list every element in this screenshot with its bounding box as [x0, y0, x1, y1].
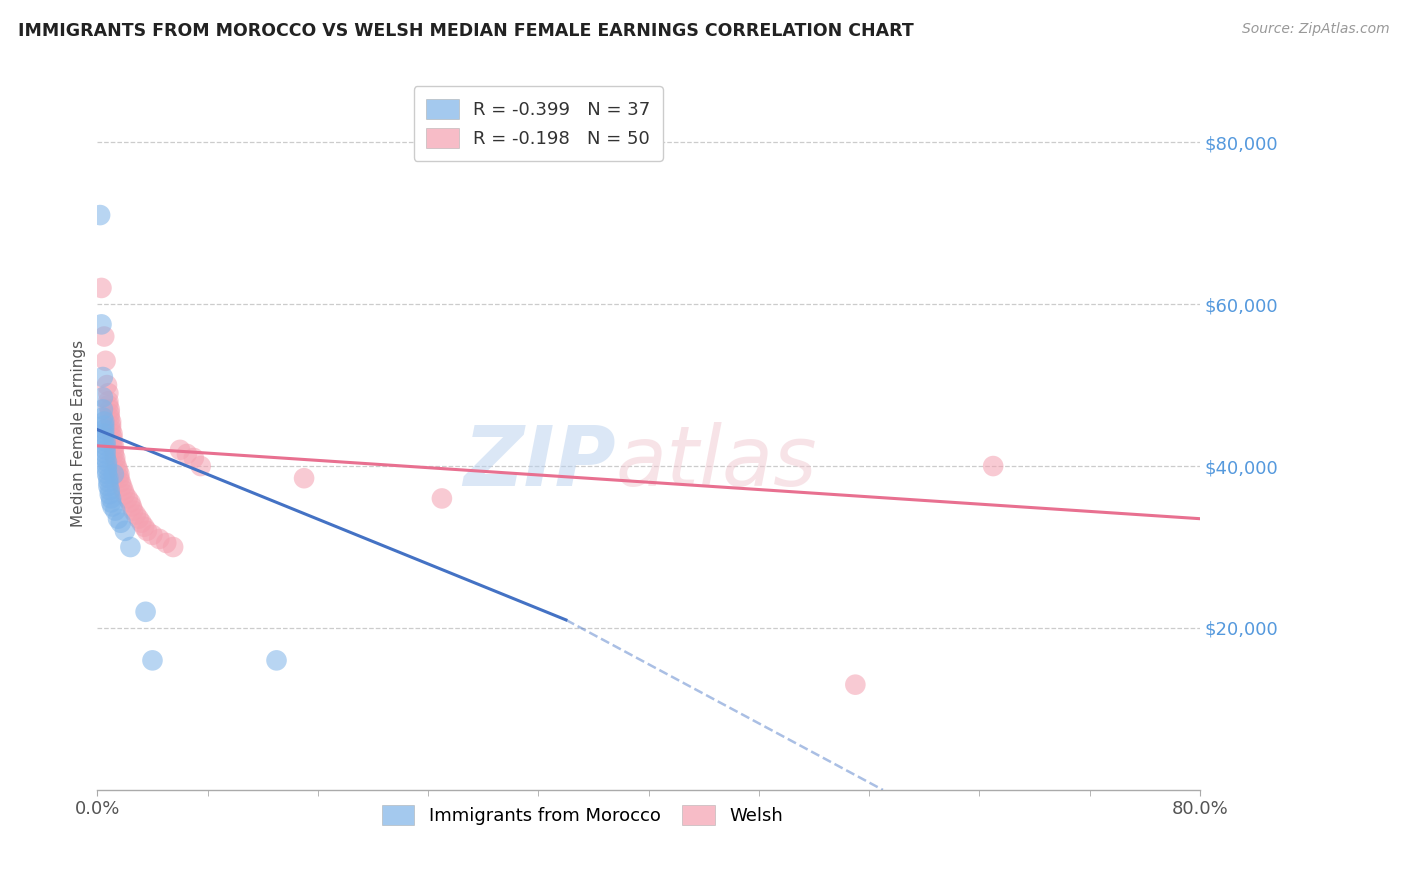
- Point: [97, 475, 120, 490]
- Point: [100, 495, 122, 509]
- Text: Source: ZipAtlas.com: Source: ZipAtlas.com: [1241, 22, 1389, 37]
- Point: [89, 208, 111, 222]
- Point: [114, 524, 136, 538]
- Point: [108, 467, 131, 482]
- Point: [98, 402, 121, 417]
- Point: [103, 442, 125, 457]
- Point: [111, 479, 134, 493]
- Point: [104, 455, 127, 469]
- Point: [96, 467, 118, 482]
- Point: [183, 450, 205, 465]
- Point: [101, 434, 124, 449]
- Point: [97, 386, 120, 401]
- Point: [93, 423, 115, 437]
- Point: [103, 467, 125, 482]
- Point: [100, 423, 122, 437]
- Point: [981, 458, 1004, 473]
- Point: [121, 500, 143, 514]
- Point: [120, 540, 142, 554]
- Point: [98, 406, 121, 420]
- Point: [97, 394, 120, 409]
- Point: [100, 491, 122, 506]
- Point: [110, 516, 132, 530]
- Text: atlas: atlas: [616, 422, 817, 503]
- Point: [98, 483, 121, 498]
- Point: [101, 431, 124, 445]
- Point: [176, 447, 198, 461]
- Y-axis label: Median Female Earnings: Median Female Earnings: [72, 340, 86, 527]
- Point: [97, 398, 120, 412]
- Point: [94, 447, 117, 461]
- Point: [96, 455, 118, 469]
- Point: [110, 475, 132, 490]
- Point: [97, 479, 120, 493]
- Point: [94, 353, 117, 368]
- Legend: Immigrants from Morocco, Welsh: Immigrants from Morocco, Welsh: [373, 797, 792, 834]
- Point: [101, 426, 124, 441]
- Point: [100, 418, 122, 433]
- Point: [112, 483, 135, 498]
- Point: [190, 458, 212, 473]
- Point: [94, 434, 117, 449]
- Point: [136, 524, 159, 538]
- Point: [141, 653, 163, 667]
- Point: [91, 390, 114, 404]
- Point: [134, 520, 156, 534]
- Point: [101, 500, 124, 514]
- Point: [93, 415, 115, 429]
- Point: [105, 458, 128, 473]
- Point: [135, 605, 157, 619]
- Point: [93, 329, 115, 343]
- Point: [93, 418, 115, 433]
- Point: [148, 532, 170, 546]
- Point: [117, 491, 139, 506]
- Point: [93, 426, 115, 441]
- Point: [107, 463, 129, 477]
- Point: [128, 511, 150, 525]
- Point: [91, 410, 114, 425]
- Point: [103, 447, 125, 461]
- Point: [90, 318, 112, 332]
- Point: [103, 439, 125, 453]
- Text: IMMIGRANTS FROM MOROCCO VS WELSH MEDIAN FEMALE EARNINGS CORRELATION CHART: IMMIGRANTS FROM MOROCCO VS WELSH MEDIAN …: [18, 22, 914, 40]
- Point: [98, 487, 121, 501]
- Point: [162, 540, 184, 554]
- Point: [155, 536, 177, 550]
- Point: [91, 370, 114, 384]
- Point: [91, 402, 114, 417]
- Point: [94, 439, 117, 453]
- Point: [98, 410, 121, 425]
- Point: [100, 415, 122, 429]
- Point: [108, 471, 131, 485]
- Point: [96, 458, 118, 473]
- Point: [292, 471, 315, 485]
- Point: [107, 511, 129, 525]
- Point: [93, 431, 115, 445]
- Point: [114, 487, 136, 501]
- Point: [104, 503, 127, 517]
- Point: [266, 653, 288, 667]
- Point: [96, 378, 118, 392]
- Point: [96, 463, 118, 477]
- Point: [430, 491, 453, 506]
- Point: [141, 528, 163, 542]
- Point: [90, 281, 112, 295]
- Point: [97, 471, 120, 485]
- Text: ZIP: ZIP: [463, 422, 616, 503]
- Point: [94, 442, 117, 457]
- Point: [94, 450, 117, 465]
- Point: [125, 508, 148, 522]
- Point: [131, 516, 153, 530]
- Point: [844, 678, 866, 692]
- Point: [104, 450, 127, 465]
- Point: [169, 442, 191, 457]
- Point: [120, 495, 142, 509]
- Point: [122, 503, 145, 517]
